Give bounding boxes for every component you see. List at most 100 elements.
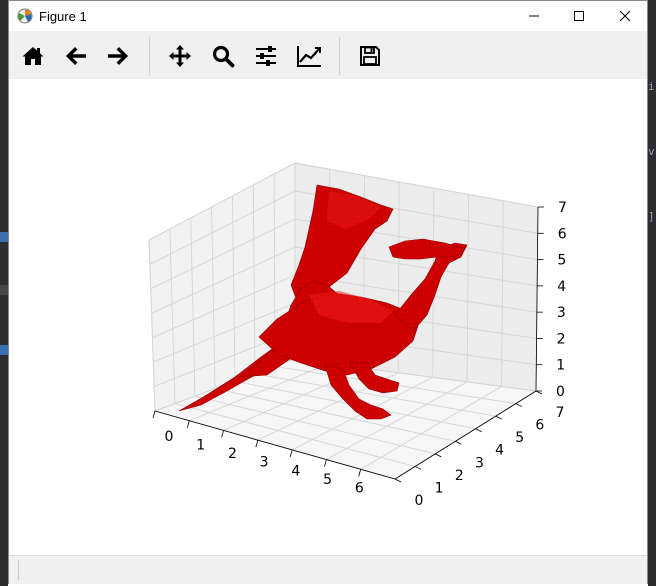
grid-line	[252, 184, 256, 374]
back-button[interactable]	[59, 39, 93, 73]
x-tick-mark	[255, 440, 259, 448]
grid-line	[294, 162, 539, 208]
x-tick-mark	[221, 430, 224, 438]
x-tick-label: 5	[323, 472, 332, 488]
grid-line	[254, 373, 496, 417]
grid-line	[194, 395, 436, 455]
grid-line	[190, 217, 196, 397]
z-axis-line	[535, 206, 539, 392]
grid-line	[151, 246, 296, 314]
dragon-highlight	[309, 291, 393, 323]
subplots-button[interactable]	[249, 39, 283, 73]
background-editor-right: ij v ]	[648, 0, 656, 586]
z-tick-label: 7	[558, 200, 567, 216]
window-title: Figure 1	[39, 9, 87, 24]
grid-line	[152, 274, 296, 339]
z-tick-label: 6	[558, 226, 567, 242]
z-tick-label: 1	[556, 358, 565, 374]
dragon-part	[348, 360, 400, 394]
move-icon	[169, 45, 191, 67]
x-tick-mark	[358, 469, 362, 477]
y-tick-mark	[414, 466, 422, 470]
dragon-part	[324, 364, 392, 420]
forward-button[interactable]	[101, 39, 135, 73]
magnifier-icon	[212, 45, 235, 68]
grid-line	[174, 403, 416, 467]
save-button[interactable]	[353, 39, 387, 73]
y-tick-label: 4	[495, 443, 504, 459]
z-tick-label: 2	[557, 331, 566, 347]
edit-axes-button[interactable]	[292, 39, 326, 73]
home-icon	[22, 47, 44, 65]
y-tick-label: 7	[556, 405, 565, 421]
grid-line	[149, 190, 296, 265]
grid-line	[148, 239, 156, 412]
y-tick-mark	[495, 415, 502, 420]
y-axis-line	[394, 390, 537, 480]
floppy-disk-icon	[360, 46, 380, 66]
close-button[interactable]	[602, 1, 647, 31]
x-axis-line	[154, 410, 396, 480]
toolbar-separator	[339, 37, 340, 75]
dragon-part	[290, 184, 394, 302]
y-tick-label: 2	[455, 468, 464, 484]
y-tick-mark	[394, 478, 402, 483]
y-tick-label: 6	[535, 418, 544, 434]
navigation-toolbar	[9, 31, 647, 80]
status-separator	[18, 560, 19, 580]
grid-line	[150, 218, 296, 290]
x-tick-label: 2	[228, 446, 237, 462]
grid-line	[211, 206, 216, 389]
close-icon	[619, 10, 630, 22]
title-bar[interactable]: Figure 1	[9, 1, 647, 31]
arrow-left-icon	[66, 47, 86, 65]
dragon-highlight	[327, 191, 381, 229]
grid-line	[153, 302, 296, 363]
minimize-button[interactable]	[511, 1, 556, 31]
figure-window: Figure 1	[8, 0, 648, 584]
dragon-part	[388, 238, 466, 260]
x-tick-label: 1	[196, 438, 205, 454]
pan-button[interactable]	[163, 39, 197, 73]
maximize-icon	[573, 11, 584, 21]
z-tick-label: 0	[556, 384, 565, 400]
axis-lines	[154, 206, 539, 480]
toolbar-separator	[149, 37, 150, 75]
home-button[interactable]	[16, 39, 50, 73]
grid-line	[169, 228, 176, 404]
matplotlib-icon	[17, 8, 33, 24]
x-tick-mark	[324, 459, 327, 467]
y-tick-mark	[475, 428, 482, 433]
y-tick-label: 1	[435, 480, 444, 496]
grid-line	[326, 381, 468, 460]
sliders-icon	[256, 46, 276, 66]
x-tick-label: 6	[355, 480, 364, 496]
status-bar	[9, 555, 647, 584]
x-tick-label: 3	[260, 455, 269, 471]
grid-line	[360, 386, 502, 470]
grid-line	[466, 194, 470, 382]
x-tick-label: 4	[291, 463, 300, 479]
grid-line	[214, 388, 456, 442]
maximize-button[interactable]	[556, 1, 601, 31]
grid-line	[501, 200, 504, 387]
minimize-icon	[528, 15, 539, 17]
y-tick-mark	[455, 440, 462, 445]
y-tick-label: 0	[415, 493, 424, 509]
z-tick-label: 4	[557, 279, 566, 295]
y-tick-mark	[535, 390, 543, 395]
x-tick-mark	[186, 420, 190, 428]
grid-line	[189, 363, 330, 422]
grid-line	[148, 162, 296, 241]
zoom-button[interactable]	[206, 39, 240, 73]
x-tick-label: 0	[165, 429, 174, 445]
z-tick-label: 3	[557, 305, 566, 321]
grid-line	[231, 195, 236, 382]
background-editor-left	[0, 0, 8, 586]
z-tick-label: 5	[557, 253, 566, 269]
line-chart-icon	[297, 46, 321, 67]
voxel-dragon	[178, 184, 468, 420]
